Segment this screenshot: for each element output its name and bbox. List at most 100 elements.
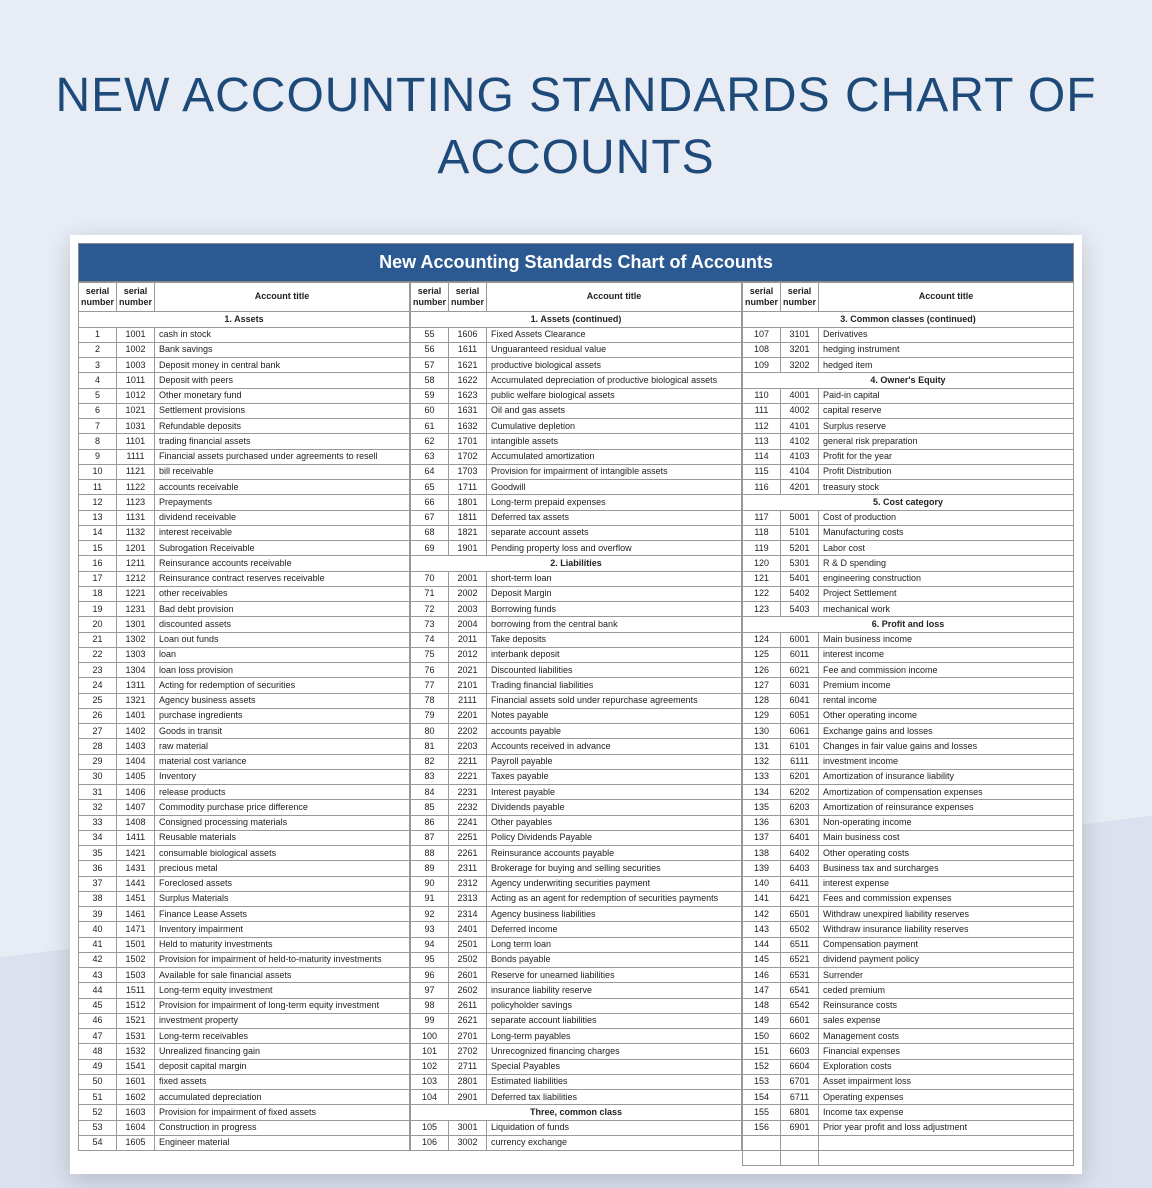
serial-number: 66 (411, 495, 449, 510)
account-number: 1821 (449, 525, 487, 540)
account-title: Prior year profit and loss adjustment (819, 1120, 1074, 1135)
account-title: deposit capital margin (155, 1059, 410, 1074)
account-title: sales expense (819, 1013, 1074, 1028)
account-number: 6601 (781, 1013, 819, 1028)
account-number: 5001 (781, 510, 819, 525)
serial-number: 65 (411, 480, 449, 495)
account-title: Refundable deposits (155, 419, 410, 434)
account-number: 1606 (449, 327, 487, 342)
serial-number: 99 (411, 1013, 449, 1028)
table-row: 872251Policy Dividends Payable (411, 830, 742, 845)
table-row: 641703Provision for impairment of intang… (411, 464, 742, 479)
serial-number: 6 (79, 403, 117, 418)
account-title: Available for sale financial assets (155, 968, 410, 983)
account-title: interest receivable (155, 525, 410, 540)
account-number: 1403 (117, 739, 155, 754)
account-number: 1461 (117, 907, 155, 922)
column-header: serial number (449, 282, 487, 312)
column-header: serial number (117, 282, 155, 312)
table-row: 882261Reinsurance accounts payable (411, 846, 742, 861)
table-row: 101121bill receivable (79, 464, 410, 479)
serial-number: 113 (743, 434, 781, 449)
serial-number: 78 (411, 693, 449, 708)
account-title: Deferred income (487, 922, 742, 937)
table-row: 1406411interest expense (743, 876, 1074, 891)
serial-number: 129 (743, 708, 781, 723)
table-row: 471531Long-term receivables (79, 1029, 410, 1044)
account-title: intangible assets (487, 434, 742, 449)
account-title: consumable biological assets (155, 846, 410, 861)
account-title: Bank savings (155, 342, 410, 357)
serial-number: 29 (79, 754, 117, 769)
account-number: 1502 (117, 952, 155, 967)
account-title: trading financial assets (155, 434, 410, 449)
serial-number: 1 (79, 327, 117, 342)
account-number: 4001 (781, 388, 819, 403)
table-row: 712002Deposit Margin (411, 586, 742, 601)
table-row: 1316101Changes in fair value gains and l… (743, 739, 1074, 754)
account-number: 2311 (449, 861, 487, 876)
table-row: 982611policyholder savings (411, 998, 742, 1013)
account-title: engineering construction (819, 571, 1074, 586)
table-row: 722003Borrowing funds (411, 602, 742, 617)
account-title: Changes in fair value gains and losses (819, 739, 1074, 754)
serial-number: 34 (79, 830, 117, 845)
table-columns: serial numberserial numberAccount title1… (78, 282, 1074, 1167)
serial-number: 89 (411, 861, 449, 876)
serial-number: 96 (411, 968, 449, 983)
table-row: 1164201treasury stock (743, 480, 1074, 495)
account-title: Project Settlement (819, 586, 1074, 601)
serial-number: 31 (79, 785, 117, 800)
account-number: 1021 (117, 403, 155, 418)
account-number: 4002 (781, 403, 819, 418)
serial-number: 144 (743, 937, 781, 952)
section-header: 4. Owner's Equity (743, 373, 1074, 388)
table-row: 51012Other monetary fund (79, 388, 410, 403)
table-row: 1386402Other operating costs (743, 846, 1074, 861)
serial-number: 20 (79, 617, 117, 632)
serial-number: 146 (743, 968, 781, 983)
account-number: 1221 (117, 586, 155, 601)
account-number: 2501 (449, 937, 487, 952)
table-row: 3. Common classes (continued) (743, 312, 1074, 327)
serial-number: 25 (79, 693, 117, 708)
account-title: Main business cost (819, 830, 1074, 845)
account-title: discounted assets (155, 617, 410, 632)
account-number: 6111 (781, 754, 819, 769)
account-number: 2202 (449, 724, 487, 739)
table-row: 1144103Profit for the year (743, 449, 1074, 464)
table-row: 1063002currency exchange (411, 1135, 742, 1150)
account-number: 4102 (781, 434, 819, 449)
account-number: 6301 (781, 815, 819, 830)
column-header: Account title (819, 282, 1074, 312)
account-number: 6901 (781, 1120, 819, 1135)
account-number: 2021 (449, 663, 487, 678)
account-number: 4201 (781, 480, 819, 495)
account-title: Estimated liabilities (487, 1074, 742, 1089)
table-row: 1. Assets (79, 312, 410, 327)
serial-number: 36 (79, 861, 117, 876)
table-row: 2. Liabilities (411, 556, 742, 571)
table-row: 862241Other payables (411, 815, 742, 830)
account-title: Cost of production (819, 510, 1074, 525)
account-number: 1451 (117, 891, 155, 906)
table-row: 4. Owner's Equity (743, 373, 1074, 388)
table-row: 431503Available for sale financial asset… (79, 968, 410, 983)
account-title: policyholder savings (487, 998, 742, 1013)
table-row: 822211Payroll payable (411, 754, 742, 769)
account-title: Dividends payable (487, 800, 742, 815)
account-number: 1402 (117, 724, 155, 739)
account-title: Deposit Margin (487, 586, 742, 601)
account-number: 2001 (449, 571, 487, 586)
column-header: serial number (411, 282, 449, 312)
serial-number: 49 (79, 1059, 117, 1074)
account-number: 1311 (117, 678, 155, 693)
account-number: 2004 (449, 617, 487, 632)
table-row: 1296051Other operating income (743, 708, 1074, 723)
serial-number: 16 (79, 556, 117, 571)
account-title: Policy Dividends Payable (487, 830, 742, 845)
account-number: 1303 (117, 647, 155, 662)
account-number: 2901 (449, 1090, 487, 1105)
account-title: Long-term equity investment (155, 983, 410, 998)
account-number: 1002 (117, 342, 155, 357)
